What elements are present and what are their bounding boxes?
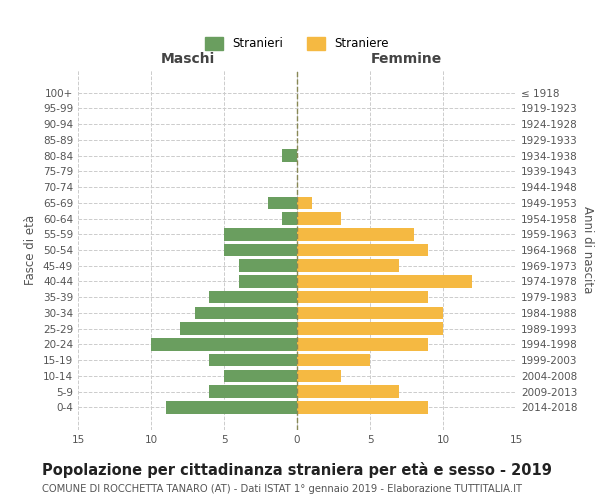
Bar (297, 386, 399, 398)
Bar (297, 260, 399, 272)
Bar (180, 322, 297, 335)
Bar (151, 338, 297, 350)
Bar (209, 291, 297, 304)
Bar (297, 338, 428, 350)
Text: Femmine: Femmine (371, 52, 442, 66)
Bar (166, 401, 297, 413)
Bar (297, 306, 443, 319)
Bar (195, 306, 297, 319)
Bar (297, 196, 311, 209)
Bar (297, 212, 341, 225)
Bar (224, 244, 297, 256)
Bar (268, 196, 297, 209)
Bar (297, 244, 428, 256)
Bar (297, 228, 414, 240)
Bar (297, 291, 428, 304)
Bar (283, 212, 297, 225)
Text: Popolazione per cittadinanza straniera per età e sesso - 2019: Popolazione per cittadinanza straniera p… (42, 462, 552, 478)
Text: COMUNE DI ROCCHETTA TANARO (AT) - Dati ISTAT 1° gennaio 2019 - Elaborazione TUTT: COMUNE DI ROCCHETTA TANARO (AT) - Dati I… (42, 484, 522, 494)
Bar (297, 275, 472, 288)
Legend: Stranieri, Straniere: Stranieri, Straniere (200, 32, 394, 55)
Bar (297, 370, 341, 382)
Bar (239, 275, 297, 288)
Bar (224, 370, 297, 382)
Text: Maschi: Maschi (160, 52, 215, 66)
Bar (297, 322, 443, 335)
Y-axis label: Fasce di età: Fasce di età (25, 215, 37, 285)
Y-axis label: Anni di nascita: Anni di nascita (581, 206, 594, 294)
Bar (209, 386, 297, 398)
Bar (224, 228, 297, 240)
Bar (297, 401, 428, 413)
Bar (283, 150, 297, 162)
Bar (209, 354, 297, 366)
Bar (297, 354, 370, 366)
Bar (239, 260, 297, 272)
